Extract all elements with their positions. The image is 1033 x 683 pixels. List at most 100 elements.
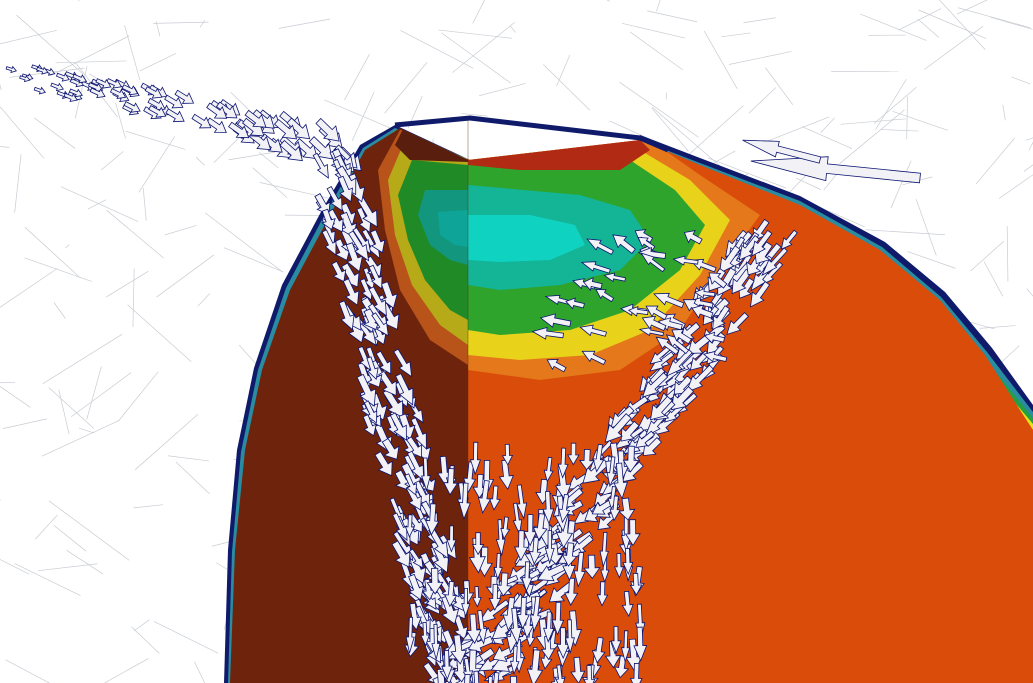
- arrow-icon: [473, 670, 480, 683]
- mesh-edge: [14, 154, 22, 213]
- mesh-edge: [105, 270, 149, 298]
- arrow-icon: [649, 395, 673, 421]
- mesh-edge: [0, 386, 31, 408]
- mesh-edge: [2, 418, 47, 429]
- arrow-icon: [441, 595, 460, 625]
- mesh-edge: [880, 129, 919, 132]
- arrow-icon: [624, 519, 641, 547]
- arrow-icon: [712, 305, 731, 331]
- arrow-icon: [633, 626, 648, 662]
- arrow-icon: [556, 627, 570, 659]
- arrow-icon: [536, 562, 568, 582]
- arrow-icon: [621, 590, 634, 618]
- mesh-edge: [204, 212, 284, 273]
- arrow-icon: [174, 89, 195, 104]
- mesh-edge: [384, 62, 428, 114]
- arrow-icon: [592, 443, 605, 473]
- arrow-icon: [33, 86, 46, 95]
- mesh-edge: [153, 621, 219, 654]
- arrow-icon: [144, 86, 163, 99]
- mesh-edge: [840, 118, 907, 125]
- arrow-icon: [610, 626, 622, 654]
- mesh-edge: [795, 177, 822, 190]
- mesh-edge: [103, 658, 149, 683]
- arrow-icon: [685, 364, 714, 393]
- mesh-edge: [58, 389, 70, 435]
- arrow-icon: [425, 503, 440, 536]
- mesh-edge: [629, 31, 683, 71]
- arrow-icon: [750, 156, 921, 184]
- mesh-edge: [656, 0, 661, 12]
- arrow-icon: [338, 300, 355, 331]
- mesh-edge: [875, 78, 907, 130]
- mesh-edge: [839, 109, 905, 164]
- mesh-edge: [906, 96, 908, 140]
- arrow-icon: [579, 324, 607, 337]
- mesh-edge: [351, 91, 375, 142]
- arrow-icon: [509, 645, 520, 676]
- mesh-edge: [87, 199, 107, 210]
- mesh-edge: [1006, 226, 1009, 282]
- mesh-edge: [683, 105, 744, 160]
- arrow-icon: [476, 546, 493, 578]
- arrow-icon: [431, 623, 441, 660]
- mesh-edge: [213, 114, 262, 163]
- arrow-icon: [719, 245, 741, 274]
- arrow-icon: [521, 561, 533, 593]
- arrow-icon: [622, 445, 640, 473]
- arrow-icon: [509, 675, 518, 683]
- mesh-edge: [441, 32, 511, 84]
- mesh-edge: [759, 116, 830, 145]
- arrow-icon: [645, 305, 668, 321]
- mesh-edge: [939, 0, 986, 50]
- arrow-icon: [516, 484, 528, 520]
- arrow-icon: [405, 616, 415, 654]
- arrow-icon: [612, 234, 636, 254]
- arrow-icon: [731, 268, 752, 295]
- mesh-edge: [199, 20, 206, 28]
- arrow-icon: [393, 348, 413, 378]
- mesh-edge: [195, 156, 205, 166]
- arrow-icon: [391, 540, 411, 568]
- arrow-icon: [321, 229, 337, 256]
- mesh-edge: [127, 304, 192, 363]
- arrow-icon: [441, 649, 453, 681]
- mesh-edge: [344, 53, 370, 101]
- mesh-edge: [1028, 141, 1033, 151]
- arrow-icon: [561, 542, 578, 567]
- arrow-icon: [567, 442, 580, 466]
- mesh-edge: [115, 102, 126, 139]
- arrow-icon: [751, 229, 773, 257]
- arrow-icon: [551, 601, 565, 636]
- arrow-icon: [121, 84, 139, 96]
- mesh-edge: [78, 427, 95, 434]
- mesh-edge: [48, 387, 95, 429]
- arrow-icon: [405, 484, 422, 511]
- arrow-icon: [613, 462, 628, 500]
- arrow-icon: [369, 229, 386, 254]
- arrow-icon: [742, 139, 822, 164]
- arrow-icon: [421, 457, 431, 492]
- arrow-icon: [244, 109, 267, 128]
- arrow-icon: [620, 630, 631, 664]
- arrow-icon: [392, 512, 408, 542]
- arrow-icon: [683, 230, 703, 245]
- mesh-edge: [175, 461, 210, 495]
- arrow-icon: [50, 82, 64, 92]
- mesh-edge: [802, 126, 853, 149]
- arrow-icon: [754, 241, 773, 265]
- arrow-icon: [604, 640, 622, 669]
- arrow-icon: [780, 229, 798, 250]
- mesh-edge: [748, 87, 777, 114]
- arrow-icon: [395, 373, 414, 406]
- arrow-icon: [561, 520, 579, 558]
- mesh-edge: [1026, 288, 1033, 297]
- arrow-icon: [618, 497, 636, 521]
- mesh-edge: [71, 372, 132, 418]
- arrow-icon: [165, 108, 185, 123]
- arrow-icon: [691, 304, 714, 319]
- arrow-icon: [708, 272, 728, 289]
- mesh-edge: [743, 17, 776, 24]
- arrow-icon: [591, 636, 606, 664]
